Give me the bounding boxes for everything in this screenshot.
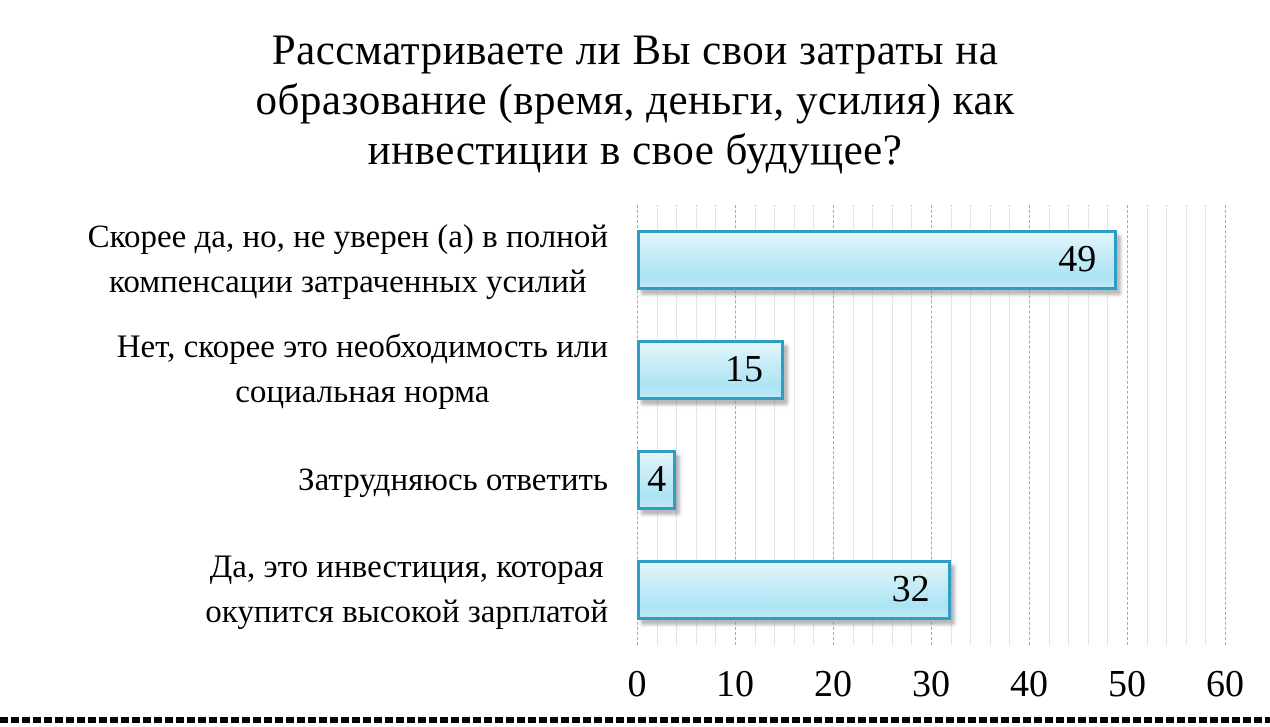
minor-gridline (1009, 205, 1011, 645)
bar: 32 (637, 560, 951, 620)
minor-gridline (1185, 205, 1187, 645)
minor-gridline (695, 205, 697, 645)
chart-row: Да, это инвестиция, которая окупится выс… (0, 535, 1270, 645)
x-tick-label: 40 (1010, 663, 1048, 705)
chart-row: Скорее да, но, не уверен (а) в полной ко… (0, 205, 1270, 315)
major-gridline (1029, 205, 1030, 645)
bar-value-label: 49 (1058, 238, 1097, 280)
major-gridline (637, 205, 638, 645)
category-label: Затрудняюсь ответить (298, 461, 608, 498)
bar: 15 (637, 340, 784, 400)
minor-gridline (950, 205, 952, 645)
minor-gridline (1048, 205, 1050, 645)
minor-gridline (813, 205, 815, 645)
major-gridline (1127, 205, 1128, 645)
minor-gridline (872, 205, 874, 645)
minor-gridline (1205, 205, 1207, 645)
minor-gridline (793, 205, 795, 645)
major-gridline (931, 205, 932, 645)
bar: 49 (637, 230, 1118, 290)
minor-gridline (1087, 205, 1089, 645)
minor-gridline (1146, 205, 1148, 645)
x-axis: 0 10 20 30 40 50 60 (628, 663, 1245, 710)
major-gridline (1225, 205, 1226, 645)
minor-gridline (754, 205, 756, 645)
minor-gridline (970, 205, 972, 645)
minor-gridline (1166, 205, 1168, 645)
minor-gridline (774, 205, 776, 645)
bar-value-label: 15 (725, 348, 763, 390)
chart-row: Затрудняюсь ответить 4 (0, 425, 1270, 535)
minor-gridline (656, 205, 658, 645)
minor-gridline (676, 205, 678, 645)
major-gridline (735, 205, 736, 645)
chart-title: Рассматриваете ли Вы свои затраты на обр… (255, 27, 1015, 174)
minor-gridline (891, 205, 893, 645)
x-tick-label: 30 (912, 663, 950, 705)
bar: 4 (637, 450, 677, 510)
minor-gridline (989, 205, 991, 645)
minor-gridline (715, 205, 717, 645)
bars-container: Скорее да, но, не уверен (а) в полной ко… (0, 205, 1270, 645)
category-label: Скорее да, но, не уверен (а) в полной ко… (87, 219, 608, 300)
minor-gridline (911, 205, 913, 645)
major-gridline (833, 205, 834, 645)
minor-gridline (1068, 205, 1070, 645)
chart-row: Нет, скорее это необходимость или социал… (0, 315, 1270, 425)
category-label: Нет, скорее это необходимость или социал… (116, 329, 608, 410)
x-tick-label: 50 (1108, 663, 1146, 705)
bar-value-label: 4 (647, 458, 667, 500)
x-tick-label: 0 (627, 663, 647, 705)
x-tick-label: 20 (814, 663, 852, 705)
bar-value-label: 32 (891, 568, 930, 610)
x-tick-label: 10 (716, 663, 754, 705)
minor-gridline (852, 205, 854, 645)
bottom-dashed-divider (0, 717, 1270, 723)
x-tick-label: 60 (1206, 663, 1244, 705)
category-label: Да, это инвестиция, которая окупится выс… (205, 549, 608, 630)
plot-area (637, 205, 1226, 645)
minor-gridline (1107, 205, 1109, 645)
